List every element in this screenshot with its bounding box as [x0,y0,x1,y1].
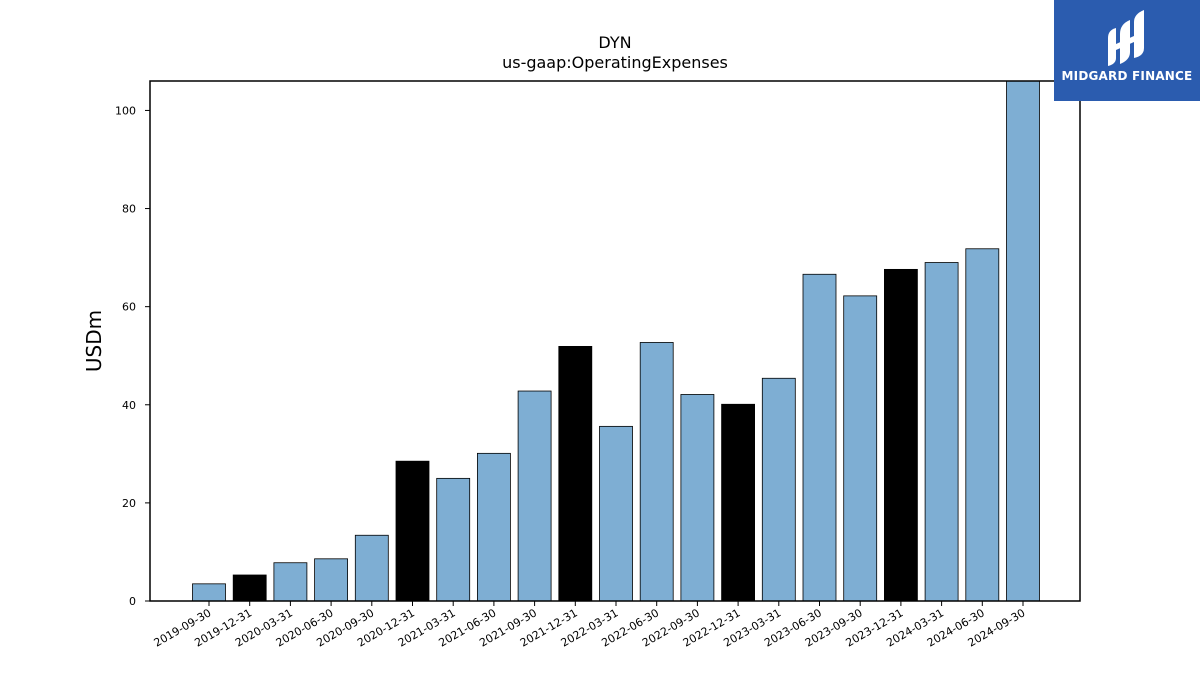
bar-2023-12-31 [884,268,918,602]
bar-2020-09-30 [354,534,389,602]
midgard-logo-icon [1108,10,1144,66]
y-tick-label: 60 [122,301,136,314]
bar-2024-06-30 [965,248,1000,602]
y-axis-label: USDm [82,310,106,372]
y-tick-label: 20 [122,497,136,510]
bar-2022-06-30 [639,342,674,602]
bar-2023-09-30 [843,295,878,602]
y-tick-label: 0 [129,595,136,608]
y-tick-label: 80 [122,203,136,216]
bar-2024-03-31 [924,262,959,602]
bar-2021-09-30 [517,390,552,602]
bar-2021-06-30 [476,452,511,602]
y-axis-ticks: 0 20 40 60 80 100 [115,104,150,608]
bar-2019-09-30 [192,583,226,602]
y-tick-label: 100 [115,104,136,117]
bar-2022-12-31 [721,403,755,602]
bar-2020-06-30 [314,558,349,602]
bars-group [192,80,1040,602]
y-tick-label: 40 [122,399,136,412]
bar-2021-12-31 [558,345,593,602]
logo-text: MIDGARD FINANCE [1061,69,1193,83]
x-axis-ticks: 2019-09-302019-12-312020-03-312020-06-30… [152,601,1028,650]
plot-area-frame [149,80,1081,602]
chart-subtitle: us-gaap:OperatingExpenses [502,53,728,72]
bar-2020-03-31 [273,562,308,602]
bar-2019-12-31 [232,574,267,602]
bar-2023-03-31 [761,377,796,602]
bar-2021-03-31 [436,477,471,602]
chart-title: DYN [598,33,631,52]
bar-2023-06-30 [802,273,837,602]
midgard-finance-logo: MIDGARD FINANCE [1054,0,1200,101]
bar-2020-12-31 [395,460,430,602]
bar-2022-03-31 [599,425,633,602]
bar-2024-09-30 [1006,80,1040,602]
bar-2022-09-30 [680,394,715,602]
